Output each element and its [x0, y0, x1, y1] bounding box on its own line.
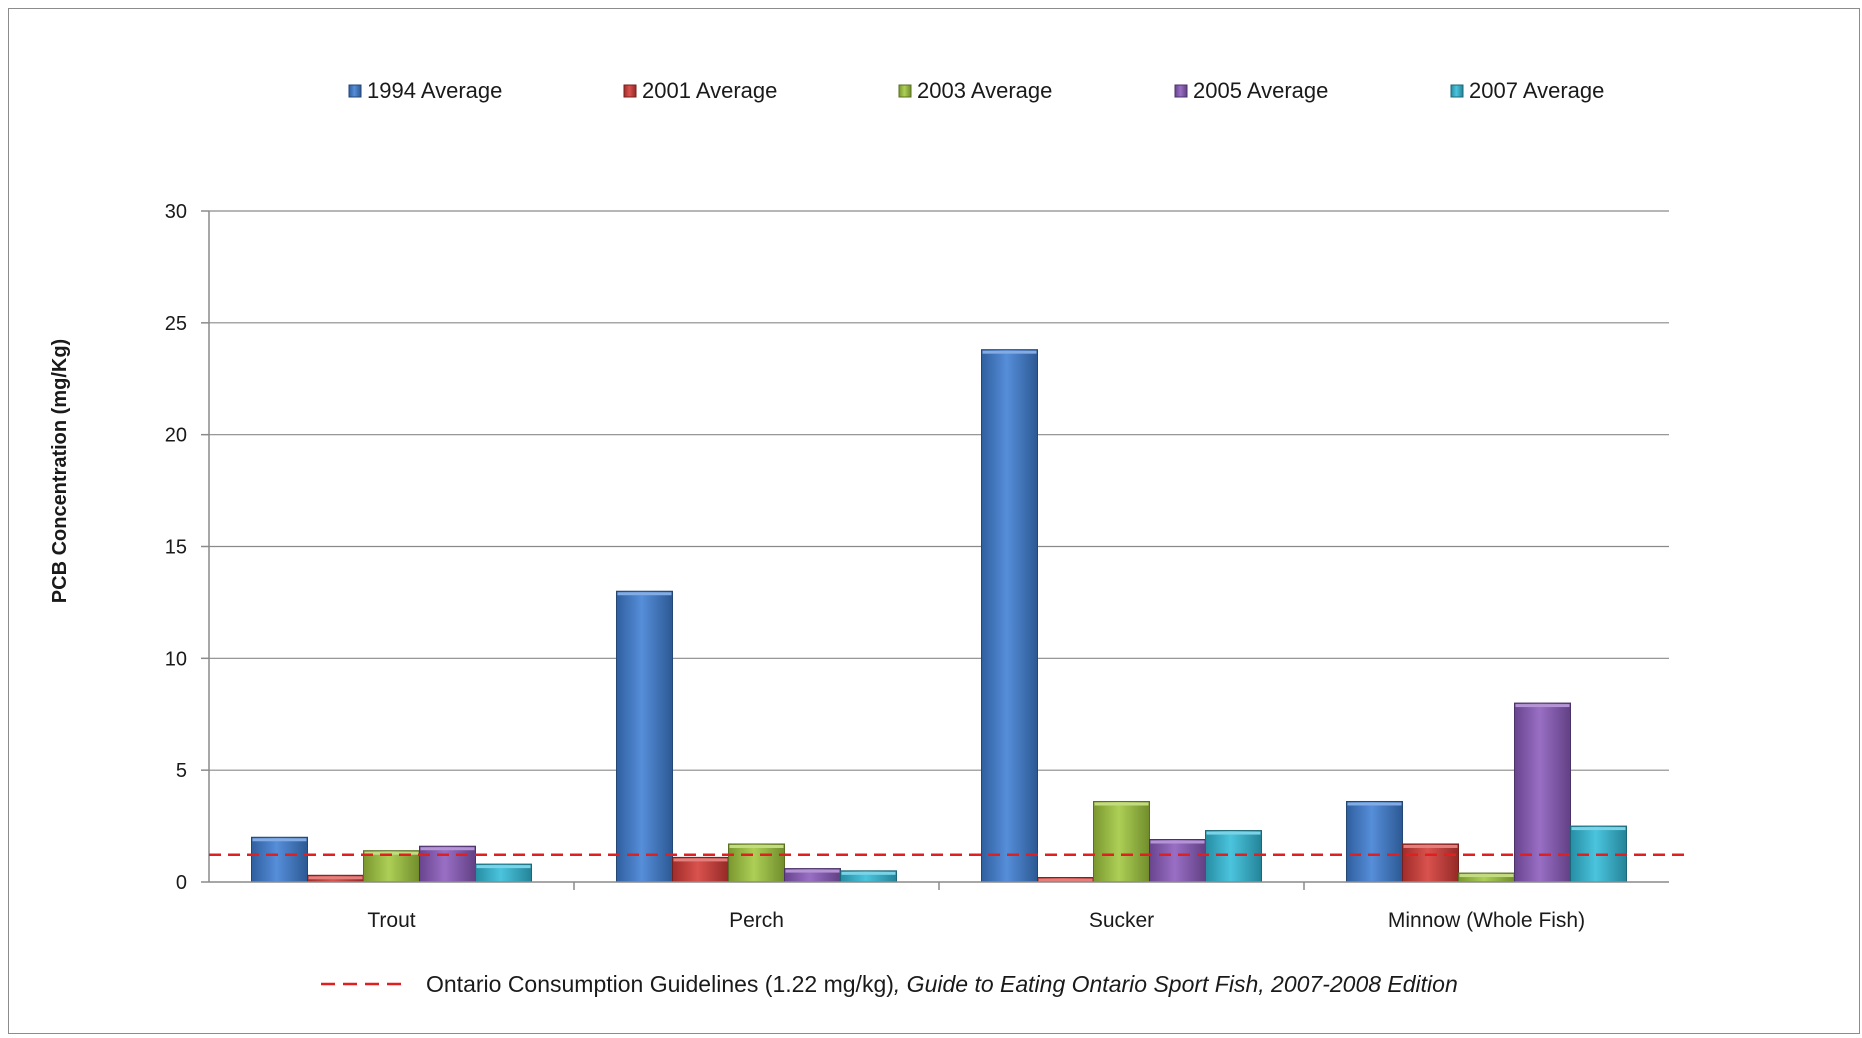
- bar-highlight: [729, 844, 784, 848]
- y-tick-label: 20: [165, 425, 187, 447]
- legend-entry: 2003 Average: [917, 78, 1052, 103]
- y-tick-label: 5: [176, 760, 187, 782]
- bar: [672, 856, 729, 883]
- reference-line-label-italic: , Guide to Eating Ontario Sport Fish, 20…: [894, 971, 1458, 997]
- legend: 1994 Average 2001 Average 2003 Average 2005…: [348, 78, 1604, 103]
- chart-frame: 1994 Average 2001 Average 2003 Average 2005…: [8, 8, 1860, 1034]
- bar-highlight: [476, 865, 531, 869]
- legend-entry: 2001 Average: [642, 78, 777, 103]
- pcb-bar-chart: 1994 Average 2001 Average 2003 Average 2005…: [49, 78, 1684, 997]
- reference-line-label-plain: Ontario Consumption Guidelines (1.22 mg/…: [426, 971, 894, 997]
- bar-highlight: [1347, 802, 1402, 806]
- bar-highlight: [785, 869, 840, 873]
- reference-line-legend-text: Ontario Consumption Guidelines (1.22 mg/…: [426, 971, 1458, 997]
- x-axis-categories: Trout Perch Sucker Minnow (Whole Fish): [367, 882, 1585, 932]
- bar: [1149, 839, 1206, 883]
- x-category-label: Trout: [367, 909, 415, 932]
- x-category-label: Sucker: [1089, 909, 1154, 932]
- bar: [1346, 800, 1403, 883]
- bar: [728, 843, 785, 883]
- legend-swatch: [898, 84, 912, 98]
- y-tick-label: 30: [165, 201, 187, 223]
- bar: [981, 349, 1038, 883]
- y-axis-ticks: 0 5 10 15 20 25 30: [165, 201, 209, 894]
- legend-swatch: [348, 84, 362, 98]
- y-tick-label: 15: [165, 537, 187, 559]
- bar-highlight: [1515, 704, 1570, 708]
- bar: [419, 845, 476, 883]
- bar-highlight: [673, 858, 728, 862]
- legend-entry: 1994 Average: [367, 78, 502, 103]
- bar-highlight: [1403, 844, 1458, 848]
- bar-highlight: [252, 838, 307, 842]
- bar-highlight: [1459, 874, 1514, 878]
- bar-highlight: [1571, 827, 1626, 831]
- bar-highlight: [1206, 831, 1261, 835]
- legend-swatch: [1450, 84, 1464, 98]
- bar-highlight: [1094, 802, 1149, 806]
- bar-highlight: [1038, 878, 1093, 882]
- bar-highlight: [617, 592, 672, 596]
- bar-highlight: [308, 876, 363, 880]
- bar: [1205, 830, 1262, 883]
- legend-entry: 2005 Average: [1193, 78, 1328, 103]
- y-axis-label: PCB Concentration (mg/Kg): [49, 339, 71, 603]
- reference-line-legend: Ontario Consumption Guidelines (1.22 mg/…: [321, 971, 1458, 997]
- bars: [251, 349, 1627, 883]
- bar: [1093, 800, 1150, 883]
- y-tick-label: 0: [176, 872, 187, 894]
- bar-highlight: [841, 871, 896, 875]
- x-category-label: Perch: [729, 909, 784, 932]
- y-tick-label: 25: [165, 313, 187, 335]
- legend-swatch: [1174, 84, 1188, 98]
- bar-highlight: [364, 851, 419, 855]
- bar: [1402, 843, 1459, 883]
- bar-highlight: [420, 847, 475, 851]
- bar-highlight: [1150, 840, 1205, 844]
- bar-highlight: [982, 350, 1037, 354]
- gridlines: [209, 210, 1669, 771]
- x-category-label: Minnow (Whole Fish): [1388, 909, 1585, 932]
- y-tick-label: 10: [165, 648, 187, 670]
- bar: [616, 590, 673, 883]
- legend-swatch: [623, 84, 637, 98]
- legend-entry: 2007 Average: [1469, 78, 1604, 103]
- bar: [251, 836, 308, 883]
